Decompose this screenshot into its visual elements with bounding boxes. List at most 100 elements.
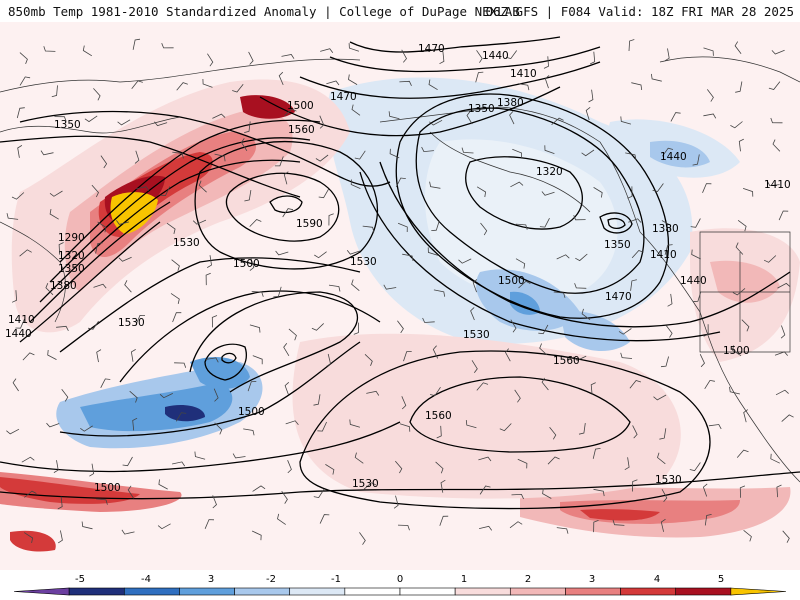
- wind-barb: [282, 208, 294, 218]
- wind-barb: [80, 425, 93, 432]
- colorbar-label: 2: [525, 574, 531, 585]
- contour-label: 1380: [497, 97, 524, 109]
- wind-barb: [127, 485, 134, 499]
- wind-barb: [514, 389, 521, 403]
- wind-barb: [136, 186, 150, 192]
- wind-barb: [689, 462, 701, 472]
- wind-barb: [708, 424, 722, 430]
- contour-label: 1530: [352, 478, 379, 490]
- wind-barb: [743, 529, 752, 542]
- wind-barb: [430, 386, 441, 397]
- wind-barb: [57, 496, 63, 510]
- wind-barb: [661, 147, 674, 157]
- contour-label: 1500: [233, 258, 260, 270]
- contour-label: 1440: [5, 328, 32, 340]
- wind-barb: [470, 307, 475, 321]
- wind-barb: [15, 318, 25, 329]
- wind-barb: [401, 396, 407, 410]
- wind-barb: [593, 187, 603, 198]
- wind-barb: [399, 80, 412, 86]
- wind-barb: [383, 284, 397, 290]
- wind-barb: [742, 188, 754, 197]
- wind-barb: [547, 456, 560, 465]
- wind-barb: [116, 220, 130, 225]
- wind-barb: [214, 422, 223, 435]
- colorbar-segment: [123, 587, 180, 596]
- wind-barb: [556, 527, 569, 534]
- wind-barb: [313, 394, 321, 406]
- wind-barb: [243, 428, 255, 436]
- wind-barb: [509, 521, 523, 529]
- wind-barb: [739, 485, 746, 498]
- wind-barb: [349, 419, 361, 428]
- wind-barb: [252, 485, 266, 492]
- wind-barb: [11, 290, 18, 303]
- wind-barb: [388, 111, 400, 120]
- wind-barb: [397, 222, 408, 233]
- wind-barb: [315, 154, 329, 162]
- wind-barb: [770, 117, 783, 124]
- wind-barb: [657, 452, 666, 465]
- wind-barb: [512, 148, 523, 159]
- wind-barb: [691, 249, 701, 260]
- wind-barb: [47, 349, 57, 360]
- wind-barb: [129, 390, 138, 403]
- wind-barb: [777, 282, 791, 289]
- wind-barb: [475, 71, 484, 83]
- contour-label: 1470: [605, 291, 632, 303]
- wind-barb: [732, 288, 746, 296]
- wind-barb: [479, 525, 493, 531]
- wind-barb: [661, 489, 668, 503]
- model-run-info: 06Z GFS | F084 Valid: 18Z FRI MAR 28 202…: [485, 4, 794, 19]
- wind-barb: [479, 485, 491, 495]
- contour-label: 1350: [54, 119, 81, 131]
- wind-barb: [19, 52, 28, 65]
- wind-barb: [402, 253, 414, 261]
- wind-barb: [325, 464, 335, 475]
- wind-barb: [397, 320, 404, 334]
- wind-barb: [172, 151, 184, 159]
- colorbar-label: 5: [718, 574, 724, 585]
- colorbar-segment: [675, 587, 732, 596]
- wind-barb: [692, 291, 702, 303]
- wind-barb: [556, 254, 570, 260]
- wind-barb: [204, 519, 215, 529]
- wind-barb: [737, 219, 747, 232]
- wind-barb: [618, 328, 632, 335]
- colorbar-segment: [399, 587, 456, 596]
- contour-label: 1530: [655, 474, 682, 486]
- wind-barb: [549, 426, 557, 440]
- contour-label: 1440: [482, 50, 509, 62]
- wind-barb: [780, 325, 786, 339]
- colorbar-segment: [289, 587, 346, 596]
- contour-label: 1440: [660, 151, 687, 163]
- contour-label: 1500: [723, 345, 750, 357]
- contour-label: 1530: [173, 237, 200, 249]
- wind-barb: [772, 139, 781, 152]
- wind-barb: [427, 247, 439, 256]
- wind-barb: [439, 51, 445, 65]
- wind-barb: [542, 488, 552, 499]
- wind-barb: [159, 393, 173, 399]
- wind-barb: [544, 75, 550, 89]
- contour-label: 1530: [118, 317, 145, 329]
- wind-barb: [350, 179, 361, 189]
- wind-barb: [275, 250, 289, 256]
- wind-barb: [88, 320, 99, 330]
- wind-barb: [389, 148, 400, 159]
- contour-label: 1500: [287, 100, 314, 112]
- wind-barb: [54, 116, 67, 122]
- wind-barb: [359, 532, 366, 545]
- wind-barb: [585, 106, 591, 121]
- colorbar-label: -5: [75, 574, 85, 585]
- contour-label: 1410: [8, 314, 35, 326]
- wind-barb: [667, 293, 673, 307]
- wind-barb: [161, 43, 174, 49]
- wind-barb: [364, 354, 373, 366]
- wind-barb: [172, 461, 186, 467]
- wind-barb: [274, 156, 284, 167]
- wind-barb: [11, 192, 25, 200]
- wind-barb: [249, 324, 261, 333]
- wind-barb: [781, 414, 794, 422]
- wind-barb: [198, 180, 207, 193]
